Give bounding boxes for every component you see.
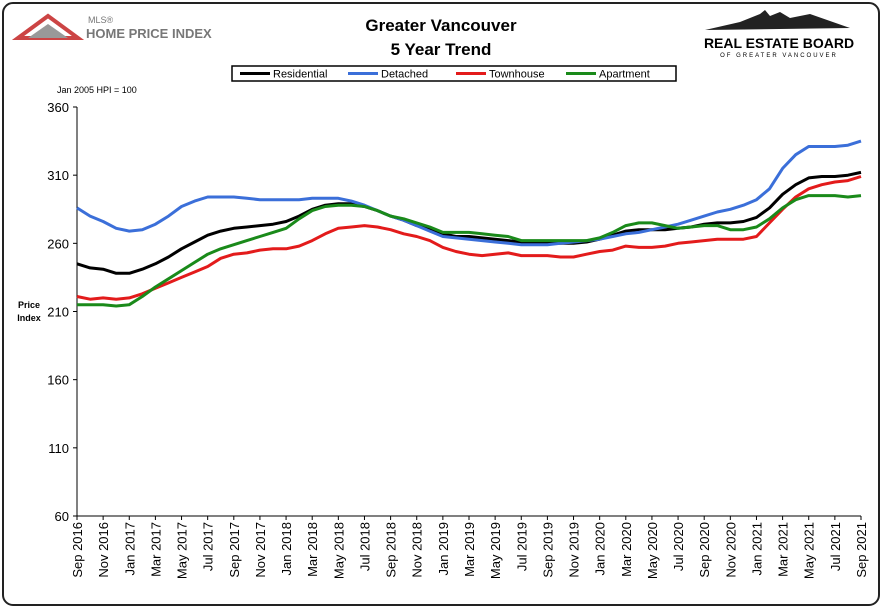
- x-tick-label: Jan 2021: [749, 522, 764, 576]
- x-tick-label: May 2017: [175, 522, 190, 579]
- y-tick-label: 310: [47, 168, 69, 183]
- x-tick-label: Sep 2017: [227, 522, 242, 578]
- x-tick-label: Mar 2018: [305, 522, 320, 577]
- x-tick-label: Nov 2016: [96, 522, 111, 578]
- series-line: [76, 175, 862, 301]
- x-tick-label: Jan 2019: [436, 522, 451, 576]
- chart-title: Greater Vancouver: [365, 16, 517, 35]
- series-line: [77, 194, 862, 308]
- logo-roof-inner: [28, 24, 68, 38]
- x-tick-label: May 2020: [645, 522, 660, 579]
- x-tick-label: Jul 2018: [357, 522, 372, 571]
- x-tick-label: Jan 2020: [593, 522, 608, 576]
- x-tick-label: Jan 2018: [279, 522, 294, 576]
- y-tick-label: 210: [47, 305, 69, 320]
- chart-subtitle: 5 Year Trend: [391, 40, 492, 59]
- x-tick-label: Nov 2018: [410, 522, 425, 578]
- x-tick-label: Nov 2017: [253, 522, 268, 578]
- y-tick-label: 60: [55, 509, 69, 524]
- logo-text: REAL ESTATE BOARD: [704, 35, 854, 51]
- legend-label: Residential: [273, 69, 327, 81]
- x-tick-label: Jul 2021: [828, 522, 843, 571]
- y-tick-label: 160: [47, 373, 69, 388]
- y-tick-label: 110: [48, 441, 69, 456]
- x-tick-label: Sep 2019: [540, 522, 555, 578]
- x-tick-label: Sep 2016: [70, 522, 85, 578]
- x-tick-label: Nov 2020: [723, 522, 738, 578]
- legend-label: Townhouse: [489, 69, 545, 81]
- legend-label: Detached: [381, 69, 428, 81]
- x-tick-label: May 2018: [331, 522, 346, 579]
- x-tick-label: Nov 2019: [567, 522, 582, 578]
- x-tick-label: Jul 2020: [671, 522, 686, 571]
- x-tick-label: Sep 2020: [697, 522, 712, 578]
- x-tick-label: Mar 2020: [619, 522, 634, 577]
- logo-sub: OF GREATER VANCOUVER: [720, 53, 838, 59]
- right-logo: REAL ESTATE BOARD OF GREATER VANCOUVER: [704, 10, 854, 59]
- x-tick-label: Jul 2019: [514, 522, 529, 571]
- y-axis-label: Price: [18, 300, 40, 310]
- series-line: [76, 170, 862, 275]
- x-tick-label: May 2019: [488, 522, 503, 579]
- skyline: [705, 10, 850, 30]
- x-tick-label: Jul 2017: [201, 522, 216, 571]
- y-tick-label: 260: [47, 236, 69, 251]
- x-tick-label: Jan 2017: [122, 522, 137, 576]
- x-tick-label: Mar 2019: [462, 522, 477, 577]
- x-tick-label: Mar 2017: [148, 522, 163, 577]
- series-line: [76, 139, 862, 247]
- y-axis-label: Index: [17, 313, 41, 323]
- x-tick-label: Sep 2021: [854, 522, 869, 578]
- note: Jan 2005 HPI = 100: [57, 85, 137, 95]
- y-tick-label: 360: [47, 100, 69, 115]
- x-tick-label: May 2021: [802, 522, 817, 579]
- legend-box: [231, 65, 677, 82]
- x-tick-label: Sep 2018: [384, 522, 399, 578]
- logo-text: HOME PRICE INDEX: [86, 26, 212, 41]
- left-logo: MLS® HOME PRICE INDEX: [11, 13, 212, 41]
- logo-small: MLS®: [88, 15, 114, 25]
- x-tick-label: Mar 2021: [776, 522, 791, 577]
- legend-label: Apartment: [599, 69, 650, 81]
